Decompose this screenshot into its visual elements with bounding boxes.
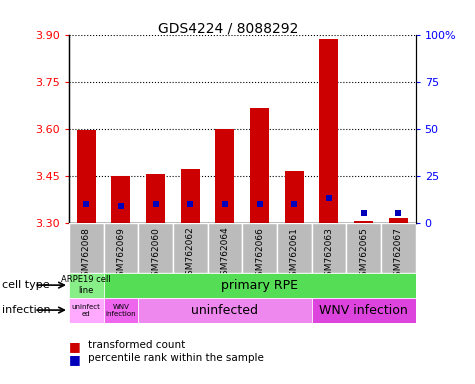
Bar <box>208 223 242 273</box>
Bar <box>389 218 408 223</box>
Text: GSM762060: GSM762060 <box>151 227 160 281</box>
Bar <box>319 39 339 223</box>
Text: GSM762068: GSM762068 <box>82 227 91 281</box>
Bar <box>111 175 131 223</box>
Bar <box>69 298 104 323</box>
Text: infection: infection <box>2 305 51 315</box>
Text: WNV
infection: WNV infection <box>105 304 136 316</box>
Text: GSM762063: GSM762063 <box>324 227 333 281</box>
Text: ■: ■ <box>69 353 81 366</box>
Bar <box>312 223 346 273</box>
Bar <box>381 223 416 273</box>
Bar <box>250 108 269 223</box>
Bar <box>354 221 373 223</box>
Bar <box>69 273 104 298</box>
Bar <box>104 298 138 323</box>
Bar <box>138 298 312 323</box>
Bar <box>104 223 138 273</box>
Text: GSM762062: GSM762062 <box>186 227 195 281</box>
Text: ■: ■ <box>69 340 81 353</box>
Text: GSM762066: GSM762066 <box>255 227 264 281</box>
Text: GSM762067: GSM762067 <box>394 227 403 281</box>
Text: WNV infection: WNV infection <box>319 304 408 316</box>
Text: GSM762064: GSM762064 <box>220 227 229 281</box>
Bar <box>215 129 235 223</box>
Bar <box>69 223 104 273</box>
Text: cell type: cell type <box>2 280 50 290</box>
Text: uninfected: uninfected <box>191 304 258 316</box>
Text: percentile rank within the sample: percentile rank within the sample <box>88 353 264 363</box>
Bar <box>173 223 208 273</box>
Text: uninfect
ed: uninfect ed <box>72 304 101 316</box>
Bar <box>146 174 165 223</box>
Text: ARPE19 cell
line: ARPE19 cell line <box>61 275 111 295</box>
Bar <box>277 223 312 273</box>
Bar <box>76 130 96 223</box>
Bar <box>312 298 416 323</box>
Bar <box>285 171 304 223</box>
Bar <box>242 223 277 273</box>
Text: primary RPE: primary RPE <box>221 279 298 291</box>
Text: GSM762069: GSM762069 <box>116 227 125 281</box>
Text: GDS4224 / 8088292: GDS4224 / 8088292 <box>158 21 298 35</box>
Bar <box>138 223 173 273</box>
Text: transformed count: transformed count <box>88 340 185 350</box>
Bar <box>180 169 200 223</box>
Text: GSM762065: GSM762065 <box>359 227 368 281</box>
Bar <box>346 223 381 273</box>
Text: GSM762061: GSM762061 <box>290 227 299 281</box>
